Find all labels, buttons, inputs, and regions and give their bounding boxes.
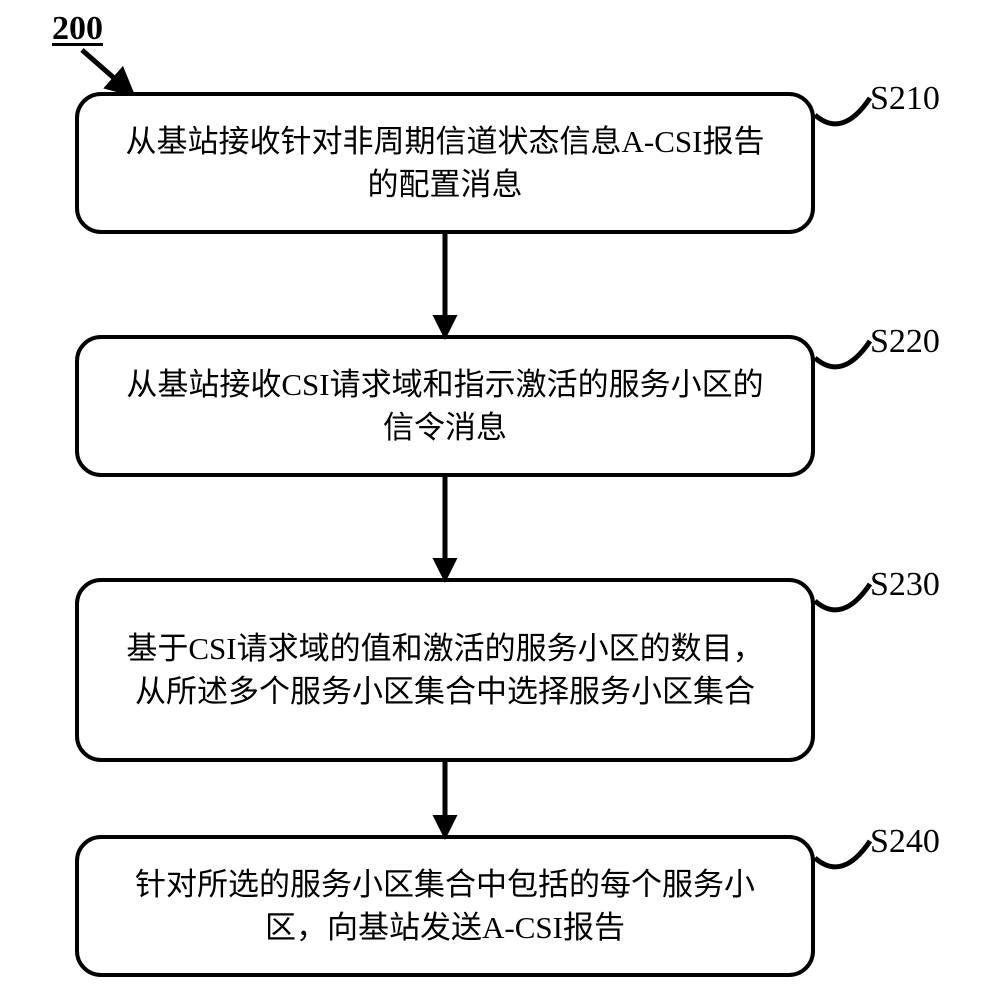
flow-arrow-3: [0, 0, 999, 1000]
